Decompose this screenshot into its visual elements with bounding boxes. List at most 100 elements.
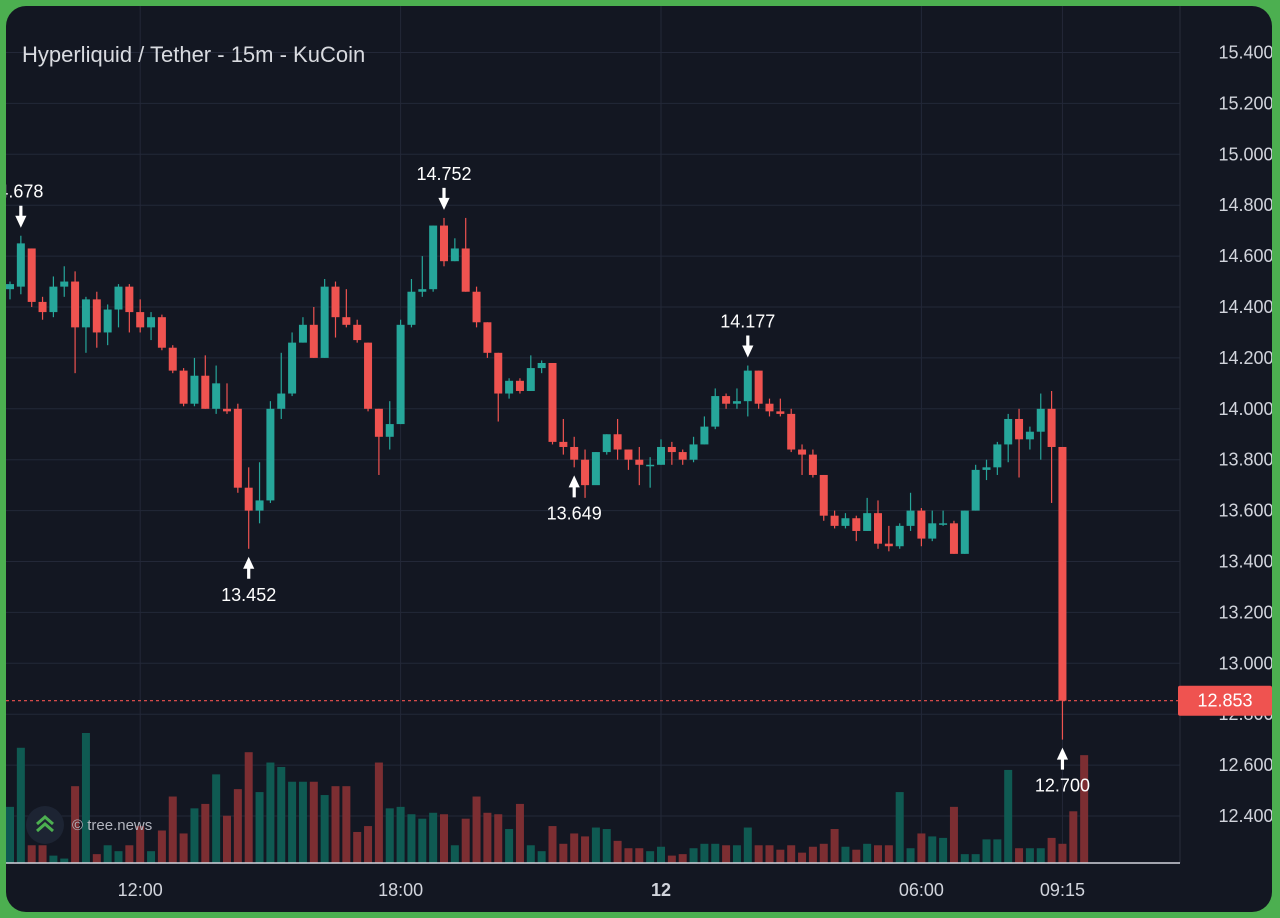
candle-body <box>982 467 991 470</box>
candle-body <box>667 446 676 453</box>
volume-bar <box>722 845 731 863</box>
volume-bar <box>581 836 590 863</box>
volume-bar <box>92 854 101 863</box>
candle-body <box>1025 431 1034 440</box>
volume-bar <box>754 845 763 863</box>
candle-body <box>277 393 286 409</box>
volume-bar <box>472 796 481 863</box>
candle-body <box>60 281 69 287</box>
high-annotation-label: 14.752 <box>416 164 471 184</box>
chart-frame: 15.400 15.200 15.000 14.800 14.600 14.400 14.2… <box>6 6 1272 912</box>
candle-body <box>689 444 698 460</box>
candle-body <box>27 248 36 302</box>
arrow-up-icon <box>243 556 255 579</box>
volume-bar <box>884 845 893 863</box>
candle-body <box>678 452 687 460</box>
volume-bar <box>364 826 373 863</box>
candle-body <box>537 362 546 369</box>
volume-bar <box>548 826 557 863</box>
volume-bar <box>266 762 275 863</box>
volume-bar <box>515 803 524 863</box>
candle-body <box>1015 418 1024 440</box>
volume-bar <box>396 806 405 863</box>
candle-body <box>288 342 297 394</box>
volume-bar <box>385 808 394 863</box>
candle-body <box>1047 408 1056 447</box>
candle-body <box>613 434 622 450</box>
low-annotation-label: 12.700 <box>1035 776 1090 796</box>
high-annotation-label: 14.177 <box>720 312 775 332</box>
candle-body <box>418 289 427 292</box>
price-axis-label: 14.600 <box>1218 246 1272 266</box>
arrow-down-icon <box>742 335 754 358</box>
candle-body <box>624 449 633 460</box>
candle-body <box>906 510 915 526</box>
volume-bar <box>309 781 318 863</box>
candle-body <box>147 317 156 328</box>
candle-body <box>917 510 926 539</box>
high-annotation-label: 4.678 <box>6 182 43 202</box>
low-annotation-label: 13.649 <box>547 503 602 523</box>
candle-body <box>1004 418 1013 445</box>
volume-bar <box>765 845 774 863</box>
volume-bar <box>38 845 47 863</box>
candle-body <box>223 408 231 412</box>
volume-bar <box>179 833 188 863</box>
candle-body <box>722 396 731 404</box>
volume-bar <box>787 845 796 863</box>
time-axis-label: 06:00 <box>899 880 944 900</box>
current-price-badge <box>1178 685 1272 716</box>
volume-bar <box>71 786 80 863</box>
candle-body <box>38 301 47 313</box>
volume-bar <box>1047 837 1056 863</box>
volume-bar <box>667 855 676 863</box>
price-axis-label: 13.400 <box>1218 552 1272 572</box>
candle-body <box>114 286 123 310</box>
volume-bar <box>635 848 644 863</box>
volume-bar <box>190 808 199 863</box>
candle-body <box>16 243 25 287</box>
candle-body <box>808 454 817 475</box>
volume-bar <box>819 843 828 863</box>
candle-body <box>1036 408 1045 432</box>
candle-body <box>244 487 253 511</box>
arrow-up-icon <box>568 475 580 498</box>
price-axis-label: 14.200 <box>1218 348 1272 368</box>
volume-bar <box>526 845 535 863</box>
volume-bar <box>570 833 579 863</box>
volume-bar <box>657 846 665 863</box>
candle-body <box>472 291 481 323</box>
volume-bar <box>830 829 839 863</box>
volume-bar <box>244 752 253 863</box>
candle-body <box>570 446 579 460</box>
chart-title: Hyperliquid / Tether - 15m - KuCoin <box>22 42 366 67</box>
volume-bar <box>949 806 958 863</box>
volume-bar <box>863 843 872 863</box>
volume-bar <box>678 854 687 863</box>
candle-body <box>429 225 438 290</box>
low-annotation-label: 13.452 <box>221 585 276 605</box>
volume-bar <box>1004 769 1013 863</box>
candle-body <box>949 523 958 554</box>
volume-bar <box>331 786 340 863</box>
volume-bar <box>602 829 611 863</box>
candle-body <box>971 469 980 511</box>
volume-bar <box>255 792 264 863</box>
volume-bar <box>1080 755 1089 863</box>
volume-bar <box>374 762 383 863</box>
volume-bar <box>874 845 882 863</box>
volume-bar <box>201 803 210 863</box>
candle-body <box>266 408 275 501</box>
candle-body <box>374 408 383 437</box>
candle-body <box>103 309 112 333</box>
candle-body <box>157 317 166 348</box>
volume-bar <box>223 815 231 863</box>
candle-body <box>602 434 611 453</box>
candle-body <box>440 225 448 262</box>
current-price-label: 12.853 <box>1197 691 1252 711</box>
watermark: © tree.news <box>26 806 152 844</box>
candlestick-chart[interactable]: 15.400 15.200 15.000 14.800 14.600 14.400 14.2… <box>6 6 1272 912</box>
candle-body <box>559 441 568 447</box>
candle-body <box>657 446 665 465</box>
time-axis-label: 12 <box>651 880 671 900</box>
